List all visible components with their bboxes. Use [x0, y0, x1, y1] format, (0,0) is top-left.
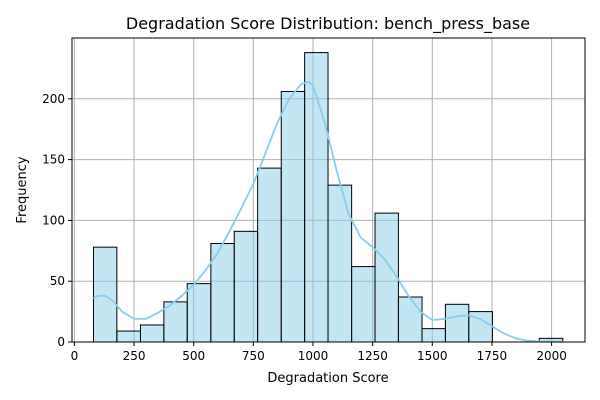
x-axis-label: Degradation Score	[267, 371, 388, 386]
x-tick-label-3: 750	[242, 349, 265, 363]
histogram-bar-12	[374, 212, 399, 343]
histogram-bar-15	[444, 303, 470, 343]
x-tick-label-6: 1500	[417, 349, 448, 363]
histogram-bar-8	[280, 91, 306, 343]
x-tick-label-7: 1750	[477, 349, 508, 363]
histogram-bars	[92, 52, 564, 343]
x-axis-ticks: 0 250 500 750 1000 1250 1500 1750 2000	[71, 342, 567, 363]
x-tick-label-1: 250	[123, 349, 146, 363]
x-tick-label-2: 500	[182, 349, 205, 363]
histogram-bar-2	[139, 324, 165, 343]
y-tick-label-1: 50	[50, 274, 65, 288]
histogram-bar-4	[186, 283, 212, 343]
plot-frame	[71, 37, 586, 343]
histogram-bar-6	[233, 230, 259, 343]
histogram-bar-14	[421, 328, 446, 343]
y-tick-label-4: 200	[42, 92, 65, 106]
chart-title: Degradation Score Distribution: bench_pr…	[126, 14, 530, 34]
x-tick-label-4: 1000	[298, 349, 329, 363]
y-axis-ticks: 0 50 100 150 200	[42, 92, 72, 349]
x-tick-label-5: 1250	[357, 349, 388, 363]
histogram-bar-7	[257, 167, 282, 343]
y-axis-label: Frequency	[15, 156, 30, 223]
x-tick-label-0: 0	[71, 349, 79, 363]
kde-curve	[93, 80, 564, 343]
x-tick-label-8: 2000	[536, 349, 567, 363]
y-tick-label-0: 0	[57, 335, 65, 349]
y-tick-label-3: 150	[42, 153, 65, 167]
histogram-bar-0	[92, 246, 118, 343]
y-tick-label-2: 100	[42, 213, 65, 227]
histogram-bar-13	[397, 296, 423, 343]
histogram-bar-11	[351, 266, 376, 343]
histogram-bar-1	[116, 330, 141, 343]
